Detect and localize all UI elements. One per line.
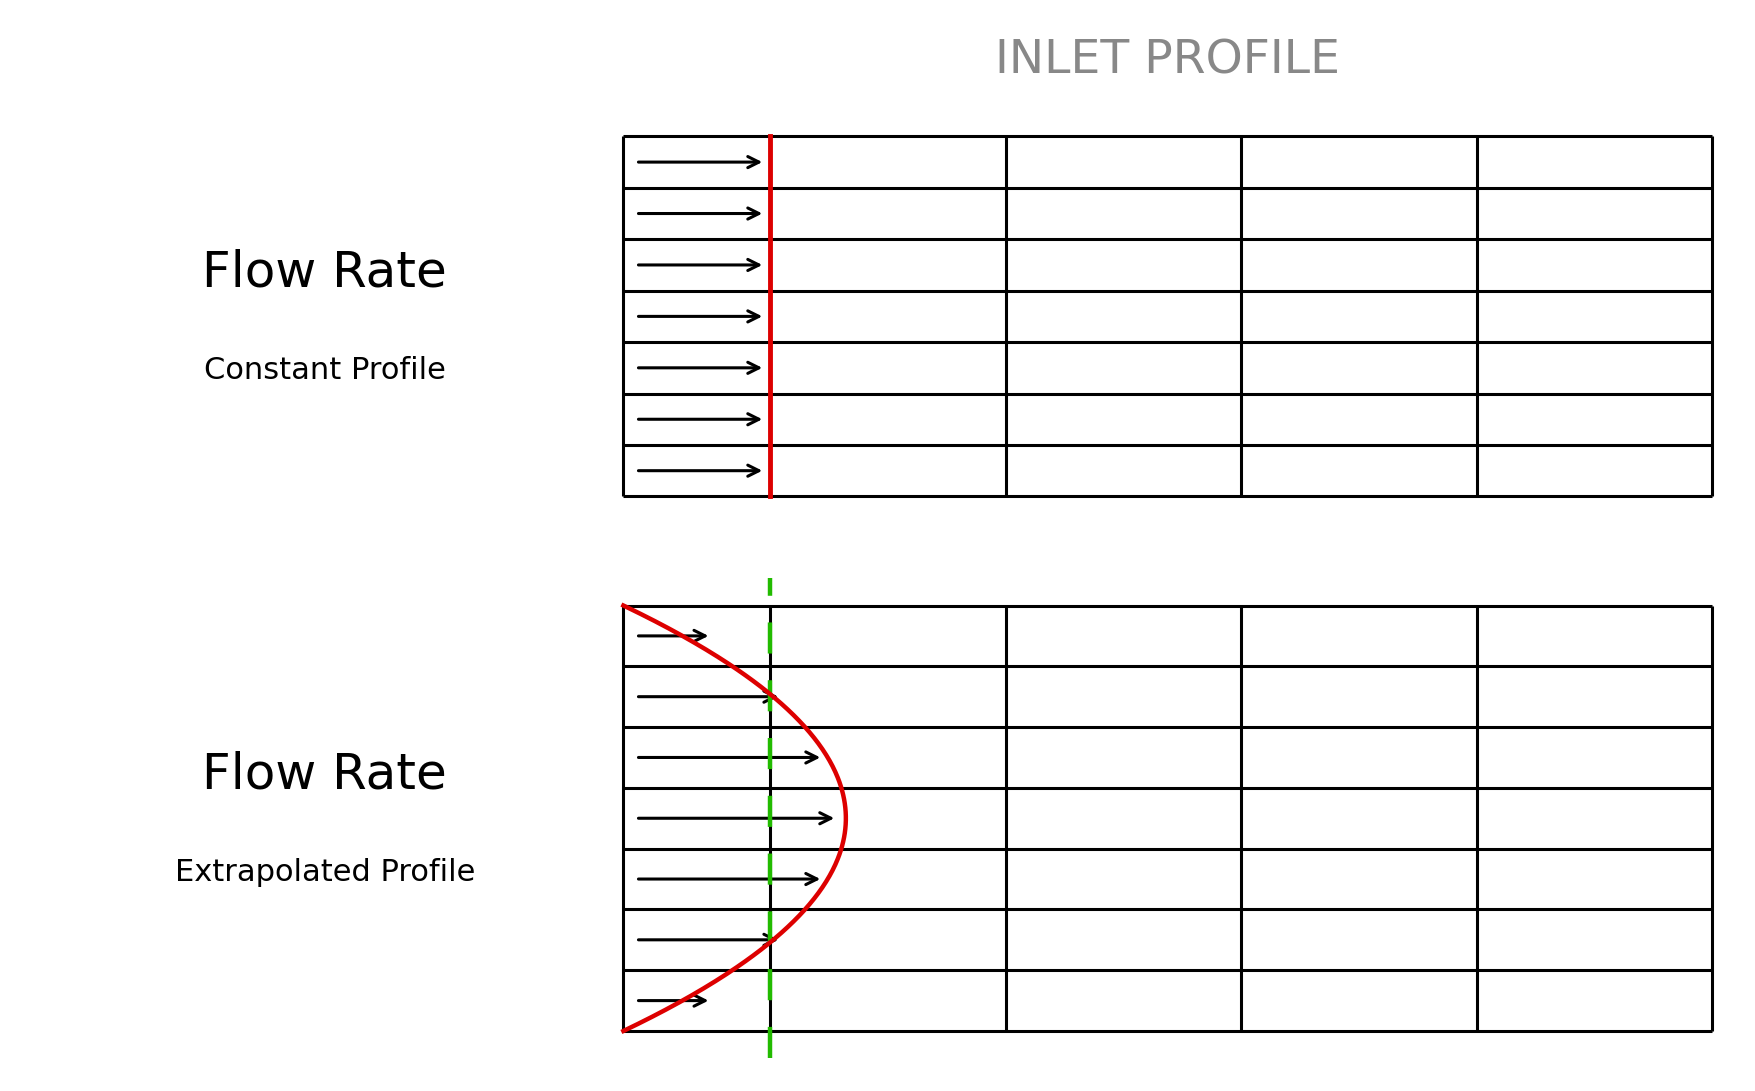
Text: INLET PROFILE: INLET PROFILE xyxy=(995,38,1339,83)
Text: Flow Rate: Flow Rate xyxy=(202,751,448,799)
Text: Extrapolated Profile: Extrapolated Profile xyxy=(174,859,476,887)
Text: Constant Profile: Constant Profile xyxy=(204,357,446,385)
Text: Flow Rate: Flow Rate xyxy=(202,249,448,297)
